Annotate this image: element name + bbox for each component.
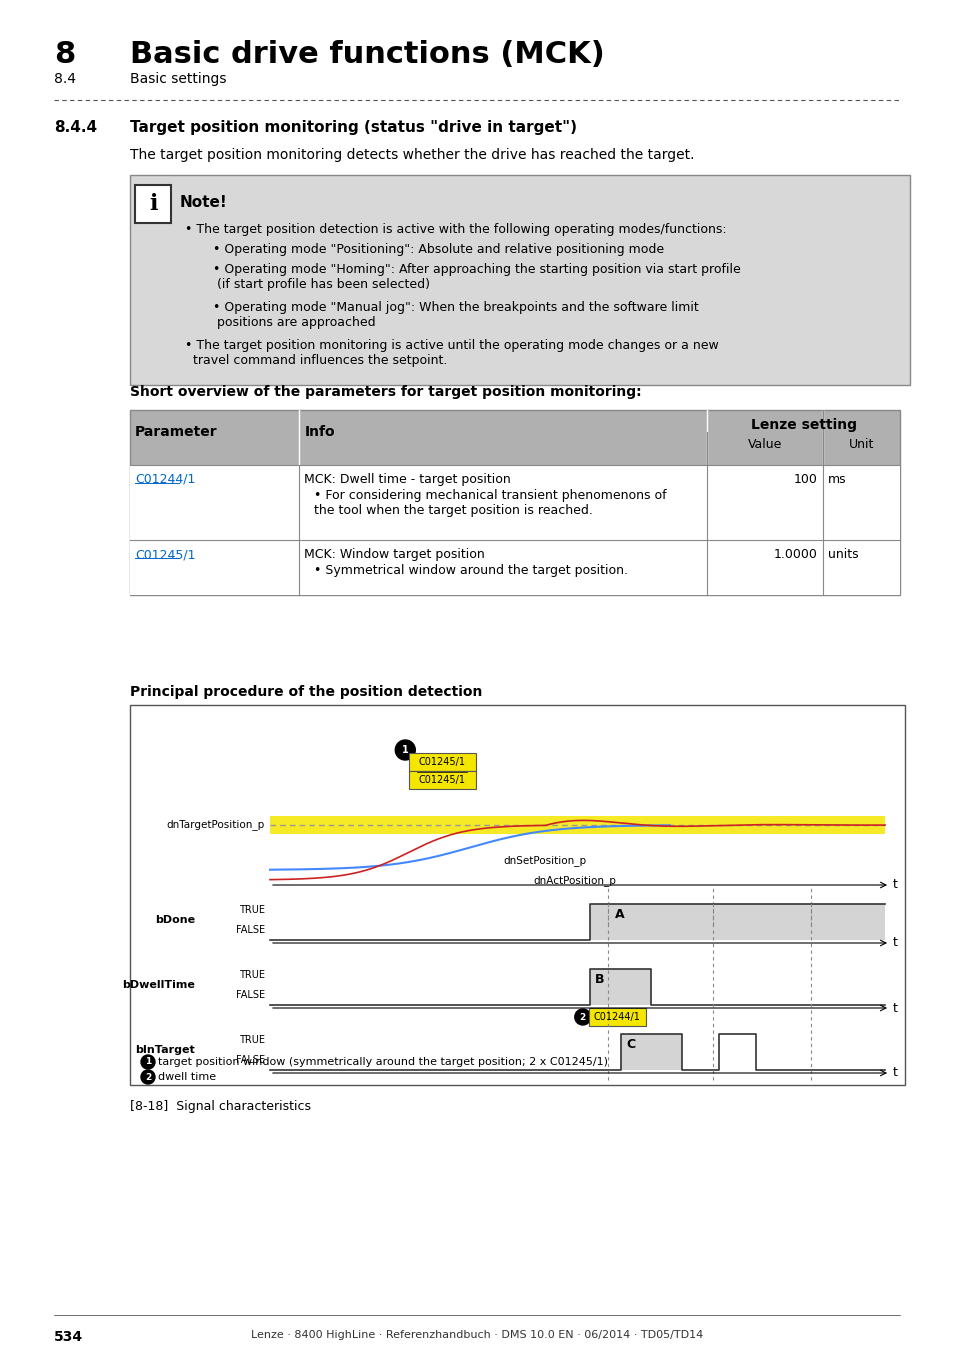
- Text: TRUE: TRUE: [239, 971, 265, 980]
- Text: 8.4: 8.4: [54, 72, 76, 86]
- Circle shape: [141, 1054, 154, 1069]
- Text: [8-18]  Signal characteristics: [8-18] Signal characteristics: [130, 1100, 311, 1112]
- Text: i: i: [149, 193, 157, 215]
- Text: Basic settings: Basic settings: [130, 72, 226, 86]
- Bar: [589, 904, 884, 940]
- Text: 2: 2: [579, 1012, 585, 1022]
- Text: Info: Info: [304, 425, 335, 439]
- Text: C: C: [625, 1038, 635, 1052]
- Text: TRUE: TRUE: [239, 904, 265, 915]
- Circle shape: [395, 740, 415, 760]
- Text: dnActPosition_p: dnActPosition_p: [533, 875, 616, 886]
- Bar: [130, 464, 899, 540]
- FancyBboxPatch shape: [409, 753, 476, 771]
- Text: Lenze setting: Lenze setting: [750, 418, 856, 432]
- Text: The target position monitoring detects whether the drive has reached the target.: The target position monitoring detects w…: [130, 148, 694, 162]
- Text: Basic drive functions (MCK): Basic drive functions (MCK): [130, 40, 604, 69]
- Text: FALSE: FALSE: [235, 925, 265, 936]
- Bar: [619, 1034, 681, 1071]
- Text: t: t: [892, 879, 897, 891]
- FancyBboxPatch shape: [588, 1008, 645, 1026]
- Bar: [130, 410, 899, 595]
- Text: t: t: [892, 1066, 897, 1080]
- Text: Lenze · 8400 HighLine · Referenzhandbuch · DMS 10.0 EN · 06/2014 · TD05/TD14: Lenze · 8400 HighLine · Referenzhandbuch…: [251, 1330, 702, 1341]
- Text: t: t: [892, 937, 897, 949]
- Circle shape: [575, 1008, 590, 1025]
- Text: 100: 100: [793, 472, 817, 486]
- Text: • The target position detection is active with the following operating modes/fun: • The target position detection is activ…: [185, 223, 726, 236]
- Bar: [589, 969, 651, 1004]
- Text: 1.0000: 1.0000: [773, 548, 817, 562]
- Text: Unit: Unit: [848, 437, 873, 451]
- Text: Principal procedure of the position detection: Principal procedure of the position dete…: [130, 684, 482, 699]
- Text: TRUE: TRUE: [239, 1035, 265, 1045]
- Text: ms: ms: [827, 472, 845, 486]
- Text: dnTargetPosition_p: dnTargetPosition_p: [167, 819, 265, 830]
- Text: C01244/1: C01244/1: [593, 1012, 639, 1022]
- Text: bDwellTime: bDwellTime: [122, 980, 194, 990]
- Text: MCK: Window target position: MCK: Window target position: [304, 548, 485, 562]
- Bar: [130, 410, 899, 464]
- Text: A: A: [615, 909, 624, 921]
- Text: Value: Value: [747, 437, 781, 451]
- Text: • For considering mechanical transient phenomenons of
the tool when the target p: • For considering mechanical transient p…: [314, 489, 666, 517]
- FancyBboxPatch shape: [409, 771, 476, 788]
- Text: Note!: Note!: [180, 194, 228, 211]
- Text: units: units: [827, 548, 858, 562]
- Text: B: B: [595, 973, 604, 985]
- Text: 1: 1: [401, 745, 408, 755]
- Text: 1: 1: [145, 1057, 151, 1066]
- Text: • The target position monitoring is active until the operating mode changes or a: • The target position monitoring is acti…: [185, 339, 718, 367]
- FancyBboxPatch shape: [135, 185, 171, 223]
- Text: bDone: bDone: [154, 915, 194, 925]
- Text: • Operating mode "Homing": After approaching the starting position via start pro: • Operating mode "Homing": After approac…: [205, 263, 740, 292]
- Text: C01245/1: C01245/1: [135, 548, 195, 562]
- Text: FALSE: FALSE: [235, 1054, 265, 1065]
- Text: FALSE: FALSE: [235, 990, 265, 1000]
- Text: Short overview of the parameters for target position monitoring:: Short overview of the parameters for tar…: [130, 385, 641, 400]
- Text: • Operating mode "Manual jog": When the breakpoints and the software limit
   po: • Operating mode "Manual jog": When the …: [205, 301, 698, 329]
- Text: C01244/1: C01244/1: [135, 472, 195, 486]
- Bar: [270, 815, 884, 834]
- Text: 2: 2: [145, 1072, 151, 1081]
- Circle shape: [141, 1071, 154, 1084]
- Text: • Operating mode "Positioning": Absolute and relative positioning mode: • Operating mode "Positioning": Absolute…: [205, 243, 663, 256]
- Text: Target position monitoring (status "drive in target"): Target position monitoring (status "driv…: [130, 120, 577, 135]
- Text: dwell time: dwell time: [158, 1072, 216, 1081]
- Text: C01245/1: C01245/1: [418, 775, 465, 784]
- Text: MCK: Dwell time - target position: MCK: Dwell time - target position: [304, 472, 511, 486]
- Text: Parameter: Parameter: [135, 425, 217, 439]
- Text: target position window (symmetrically around the target position; 2 x C01245/1): target position window (symmetrically ar…: [158, 1057, 607, 1066]
- Bar: [130, 705, 904, 1085]
- Text: C01245/1: C01245/1: [418, 757, 465, 767]
- Text: dnSetPosition_p: dnSetPosition_p: [503, 855, 586, 865]
- FancyBboxPatch shape: [130, 176, 909, 385]
- Bar: [130, 540, 899, 595]
- Text: 534: 534: [54, 1330, 83, 1345]
- Text: 8: 8: [54, 40, 75, 69]
- Text: bInTarget: bInTarget: [135, 1045, 194, 1054]
- Text: t: t: [892, 1002, 897, 1014]
- Text: 8.4.4: 8.4.4: [54, 120, 97, 135]
- Text: • Symmetrical window around the target position.: • Symmetrical window around the target p…: [314, 564, 628, 576]
